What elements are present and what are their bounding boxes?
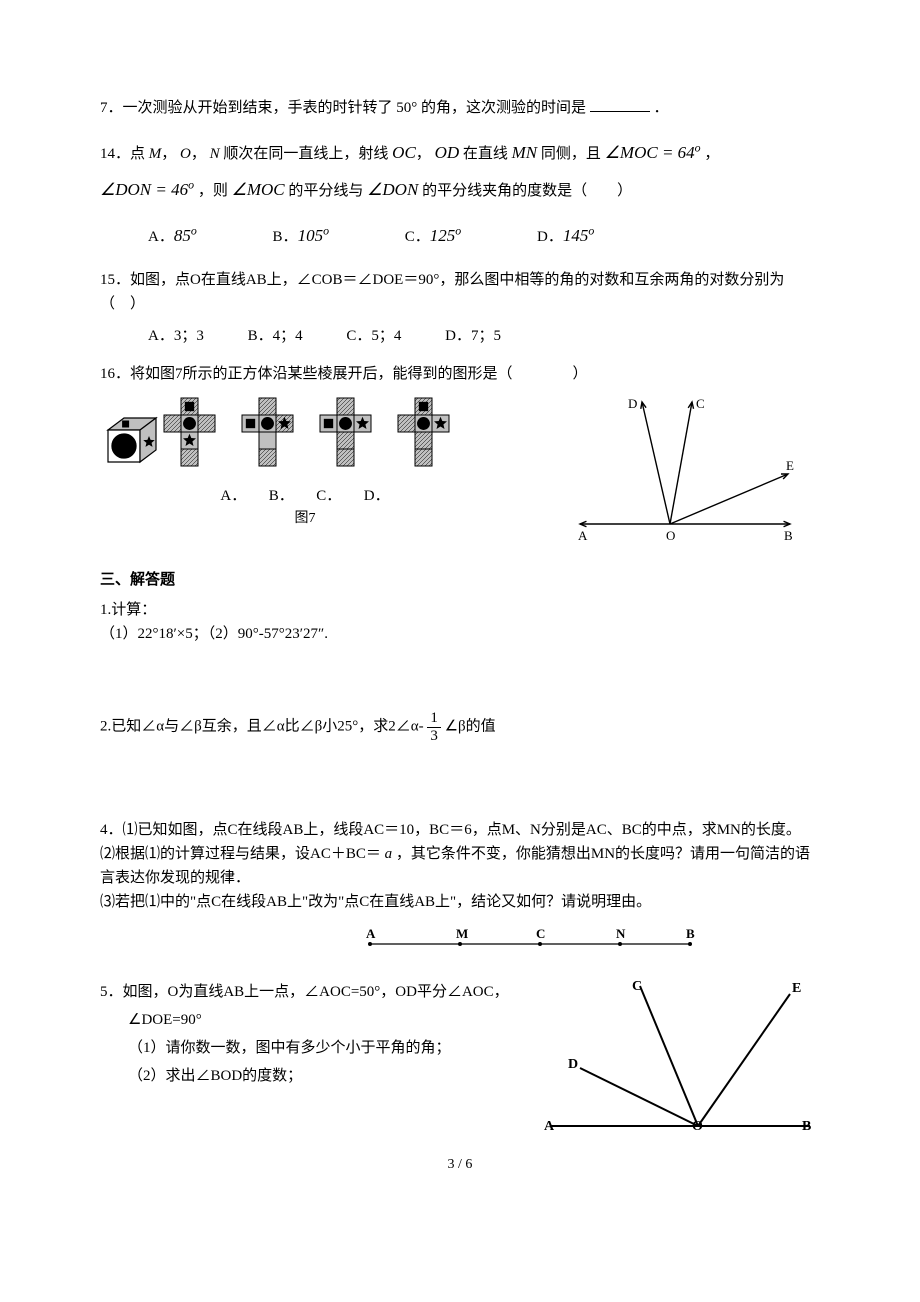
q16-nets-figure: A． B． C． D． 图7 — [100, 394, 460, 530]
p4-l2: ⑵根据⑴的计算过程与结果，设AC＋BC＝ a ，其它条件不变，你能猜想出MN的长… — [100, 842, 820, 890]
svg-text:C: C — [536, 926, 545, 941]
q14-o: O — [180, 146, 191, 162]
q14-d-val: 145o — [563, 226, 594, 245]
q14-d: D． — [537, 229, 563, 245]
svg-text:E: E — [792, 981, 801, 996]
svg-text:A: A — [366, 926, 376, 941]
p4-segment-figure: AMCNB — [100, 924, 820, 952]
p4-l1: 4．⑴已知如图，点C在线段AB上，线段AC＝10，BC＝6，点M、N分别是AC、… — [100, 818, 820, 842]
q15-options: A．3；3 B．4；4 C．5；4 D．7；5 — [100, 324, 820, 348]
svg-text:C: C — [632, 979, 642, 994]
svg-text:O: O — [692, 1119, 703, 1134]
q14-m: M — [149, 146, 162, 162]
q14-comma: ， — [704, 146, 719, 162]
p5-l1: 5．如图，O为直线AB上一点，∠AOC=50°，OD平分∠AOC， — [100, 980, 540, 1004]
p2-den: 3 — [427, 728, 441, 745]
problem-4: 4．⑴已知如图，点C在线段AB上，线段AC＝10，BC＝6，点M、N分别是AC、… — [100, 818, 820, 952]
p2-frac: 1 3 — [427, 710, 441, 744]
q14-mn: MN — [512, 143, 538, 162]
q14-l2c: 的平分线夹角的度数是（ ） — [422, 183, 632, 199]
question-16: 16．将如图7所示的正方体沿某些棱展开后，能得到的图形是（ ） A． B． C．… — [100, 362, 820, 544]
q7-blank — [590, 96, 650, 112]
p4-l3: ⑶若把⑴中的"点C在线段AB上"改为"点C在直线AB上"，结论又如何？请说明理由… — [100, 890, 820, 914]
q15-b: B．4；4 — [248, 324, 303, 348]
p5-figure: A O B C D E — [540, 976, 820, 1136]
svg-text:D: D — [568, 1057, 578, 1072]
q14-oc: OC — [392, 143, 416, 162]
problem-1: 1.计算： （1）22°18′×5；（2）90°-57°23′27″. — [100, 598, 820, 646]
problem-2: 2.已知∠α与∠β互余，且∠α比∠β小25°，求2∠α- 1 3 ∠β的值 — [100, 710, 820, 744]
p2-a: 2.已知∠α与∠β互余，且∠α比∠β小25°，求2∠α- — [100, 719, 424, 735]
svg-text:M: M — [456, 926, 468, 941]
q16-caption: 图7 — [100, 508, 460, 530]
q15-c: C．5；4 — [346, 324, 401, 348]
section-3-title: 三、解答题 — [100, 568, 820, 592]
p4-a: a — [385, 846, 393, 862]
svg-text:B: B — [686, 926, 695, 941]
page-footer: 3 / 6 — [100, 1154, 820, 1176]
q16-labels: A． B． C． D． — [100, 484, 460, 508]
q14-l1c: 在直线 — [463, 146, 508, 162]
q14-l1b: 顺次在同一直线上，射线 — [223, 146, 388, 162]
q14-b: B． — [273, 229, 298, 245]
q7-angle: 50° — [396, 100, 417, 116]
q14-l1a: 14．点 — [100, 146, 145, 162]
svg-text:B: B — [784, 528, 793, 543]
problem-5: 5．如图，O为直线AB上一点，∠AOC=50°，OD平分∠AOC， ∠DOE=9… — [100, 976, 820, 1136]
q14-angmoc: ∠MOC = 64o — [605, 143, 701, 162]
q15-a: A．3；3 — [148, 324, 204, 348]
question-15: 15．如图，点O在直线AB上，∠COB＝∠DOE＝90°，那么图中相等的角的对数… — [100, 268, 820, 348]
q14-a-val: 85o — [174, 226, 197, 245]
q7-text-a: 7．一次测验从开始到结束，手表的时针转了 — [100, 100, 393, 116]
svg-text:A: A — [544, 1119, 555, 1134]
q7-text-b: 的角，这次测验的时间是 — [421, 100, 586, 116]
svg-text:B: B — [802, 1119, 811, 1134]
q14-n: N — [210, 146, 220, 162]
q14-c: C． — [405, 229, 430, 245]
q14-angdon2: ∠DON — [367, 180, 418, 199]
p4-l2a: ⑵根据⑴的计算过程与结果，设AC＋BC＝ — [100, 846, 381, 862]
q14-l1d: 同侧，且 — [541, 146, 601, 162]
svg-text:N: N — [616, 926, 626, 941]
svg-text:O: O — [666, 528, 675, 543]
q14-l2a: ，则 — [198, 183, 228, 199]
p5-l2: ∠DOE=90° — [100, 1008, 540, 1032]
svg-text:E: E — [786, 458, 794, 473]
q14-options: A．85o B．105o C．125o D．145o — [100, 217, 820, 254]
p1-t2: （1）22°18′×5；（2）90°-57°23′27″. — [100, 622, 820, 646]
p2-num: 1 — [427, 710, 441, 728]
q14-c-val: 125o — [430, 226, 461, 245]
q16-ray-figure: A O B C D E — [570, 394, 810, 544]
question-7: 7．一次测验从开始到结束，手表的时针转了 50° 的角，这次测验的时间是 ． — [100, 96, 820, 120]
q14-a: A． — [148, 229, 174, 245]
q14-angdon: ∠DON = 46o — [100, 180, 194, 199]
q15-text: 15．如图，点O在直线AB上，∠COB＝∠DOE＝90°，那么图中相等的角的对数… — [100, 272, 784, 312]
question-14: 14．点 M， O， N 顺次在同一直线上，射线 OC， OD 在直线 MN 同… — [100, 134, 820, 254]
svg-text:A: A — [578, 528, 588, 543]
q14-b-val: 105o — [298, 226, 329, 245]
p2-b: ∠β的值 — [445, 719, 496, 735]
q14-od: OD — [435, 143, 460, 162]
p5-l4: （2）求出∠BOD的度数； — [100, 1064, 540, 1088]
q14-l2b: 的平分线与 — [288, 183, 363, 199]
q14-angmoc2: ∠MOC — [232, 180, 285, 199]
p5-l3: （1）请你数一数，图中有多少个小于平角的角； — [100, 1036, 540, 1060]
svg-text:C: C — [696, 396, 705, 411]
q16-text: 16．将如图7所示的正方体沿某些棱展开后，能得到的图形是（ ） — [100, 366, 588, 382]
svg-text:D: D — [628, 396, 637, 411]
q15-d: D．7；5 — [445, 324, 501, 348]
q7-text-c: ． — [654, 100, 669, 116]
p1-t1: 1.计算： — [100, 598, 820, 622]
